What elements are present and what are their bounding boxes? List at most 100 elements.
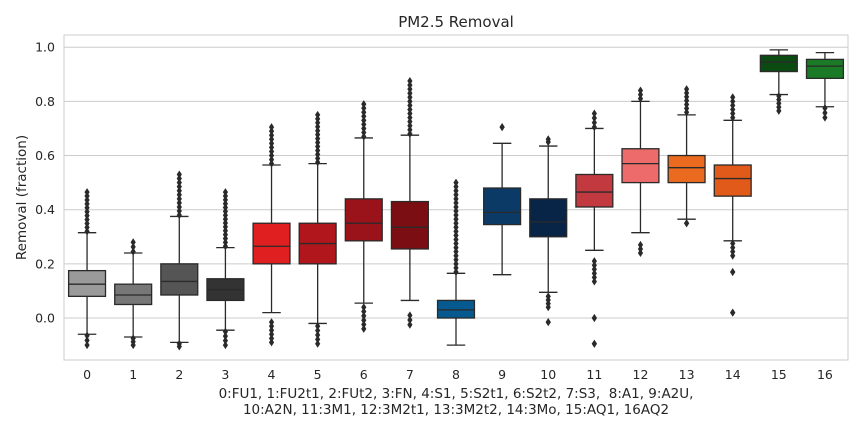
x-tick-label: 5 <box>314 367 322 382</box>
outlier-point <box>407 101 413 110</box>
outlier-point <box>453 267 459 276</box>
x-tick-label: 10 <box>540 367 556 382</box>
outlier-point <box>453 190 459 199</box>
outlier-point <box>730 93 736 102</box>
outlier-point <box>453 255 459 264</box>
box-12 <box>621 86 660 258</box>
outlier-point <box>453 194 459 203</box>
outlier-point <box>730 105 736 114</box>
iqr-box <box>667 154 706 184</box>
outlier-point <box>407 121 413 130</box>
outlier-point <box>268 143 275 152</box>
x-tick-label: 7 <box>406 367 414 382</box>
outlier-point <box>407 93 413 102</box>
outlier-point <box>591 277 597 286</box>
box-14 <box>713 93 752 317</box>
iqr-box <box>621 148 660 184</box>
outlier-point <box>730 251 736 260</box>
x-tick-label: 0 <box>83 367 91 382</box>
outlier-point <box>499 123 505 132</box>
outlier-point <box>176 182 182 191</box>
outlier-point <box>315 326 321 335</box>
outlier-point <box>453 243 459 252</box>
outlier-point <box>315 335 321 344</box>
outlier-point <box>776 91 782 100</box>
outlier-point <box>730 109 736 118</box>
outlier-point <box>176 190 182 199</box>
box-3 <box>206 188 245 350</box>
outlier-point <box>361 132 367 141</box>
outlier-point <box>730 101 736 110</box>
outlier-point <box>407 125 413 134</box>
x-tick-label: 6 <box>360 367 368 382</box>
outlier-point <box>176 170 182 179</box>
outlier-point <box>637 249 644 258</box>
outlier-point <box>222 327 229 336</box>
box-5 <box>298 110 337 348</box>
outlier-point <box>591 114 597 123</box>
outlier-point <box>453 223 459 232</box>
outlier-point <box>315 322 321 331</box>
x-tick-label: 13 <box>679 367 695 382</box>
outlier-point <box>453 227 459 236</box>
iqr-box <box>436 299 476 319</box>
outlier-point <box>407 320 413 329</box>
box-series <box>67 49 845 351</box>
box-7 <box>390 77 429 329</box>
outlier-point <box>176 174 182 183</box>
x-tick-label: 14 <box>725 367 741 382</box>
outlier-point <box>730 113 736 122</box>
outlier-point <box>591 273 597 282</box>
outlier-point <box>361 311 367 320</box>
outlier-point <box>453 198 459 207</box>
outlier-point <box>637 240 644 249</box>
x-tick-label: 1 <box>129 367 137 382</box>
outlier-point <box>822 104 828 113</box>
outlier-point <box>637 86 644 95</box>
outlier-point <box>222 332 229 341</box>
outlier-point <box>822 108 828 117</box>
x-tick-label: 4 <box>268 367 276 382</box>
iqr-box <box>67 269 107 298</box>
iqr-box <box>805 58 845 79</box>
box-11 <box>575 109 614 348</box>
outlier-point <box>268 322 275 331</box>
outlier-point <box>407 77 413 86</box>
outlier-point <box>545 292 551 301</box>
y-axis-label: Removal (fraction) <box>14 135 30 260</box>
outlier-point <box>407 105 413 114</box>
outlier-point <box>361 324 367 333</box>
box-2 <box>160 170 199 351</box>
outlier-point <box>84 331 90 340</box>
outlier-point <box>268 318 275 327</box>
outlier-point <box>822 113 828 122</box>
x-tick-labels: 0 1 2 3 4 5 6 7 8 9 10 11 12 13 14 15 16 <box>83 367 833 382</box>
outlier-point <box>637 94 644 103</box>
outlier-point <box>176 198 182 207</box>
outlier-point <box>591 257 597 266</box>
iqr-box <box>252 222 291 265</box>
outlier-point <box>361 100 367 109</box>
outlier-point <box>268 330 275 339</box>
outlier-point <box>268 123 275 132</box>
x-tick-label: 15 <box>771 367 787 382</box>
outlier-point <box>453 202 459 211</box>
y-tick-label: 0.4 <box>35 202 55 217</box>
outlier-point <box>591 265 597 274</box>
box-13 <box>667 85 706 228</box>
outlier-point <box>268 139 275 148</box>
outlier-point <box>361 108 367 117</box>
box-15 <box>759 49 798 115</box>
outlier-point <box>407 117 413 126</box>
outlier-point <box>637 90 644 99</box>
outlier-point <box>453 263 459 272</box>
outlier-point <box>730 267 736 276</box>
outlier-point <box>176 178 182 187</box>
iqr-box <box>160 263 199 296</box>
outlier-point <box>407 109 413 118</box>
outlier-point <box>222 336 229 345</box>
iqr-box <box>390 200 429 250</box>
outlier-point <box>683 219 690 228</box>
outlier-point <box>407 129 413 138</box>
box-9 <box>483 123 522 276</box>
